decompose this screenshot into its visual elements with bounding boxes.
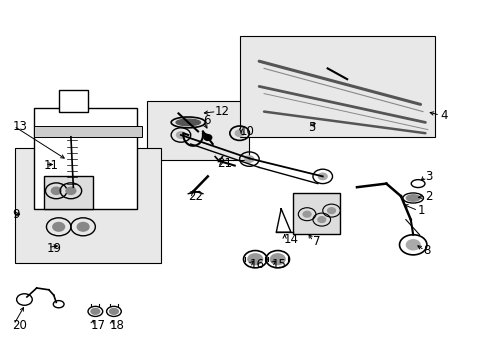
- Circle shape: [77, 222, 89, 231]
- Text: 6: 6: [203, 114, 210, 127]
- Circle shape: [176, 132, 185, 138]
- Circle shape: [303, 211, 310, 217]
- Text: 11: 11: [44, 159, 59, 172]
- Text: 14: 14: [283, 233, 298, 246]
- Ellipse shape: [91, 309, 100, 314]
- Circle shape: [406, 240, 419, 250]
- Circle shape: [66, 187, 76, 194]
- Circle shape: [317, 217, 325, 222]
- Text: 22: 22: [188, 190, 203, 203]
- Text: 3: 3: [425, 170, 432, 183]
- Text: 21: 21: [217, 157, 232, 170]
- Bar: [34, 126, 142, 137]
- Text: 16: 16: [249, 258, 264, 271]
- Circle shape: [244, 156, 253, 162]
- Text: 18: 18: [110, 319, 124, 332]
- Ellipse shape: [176, 119, 200, 126]
- Text: 8: 8: [422, 244, 429, 257]
- Bar: [59, 90, 88, 112]
- Bar: [34, 108, 137, 209]
- Text: 7: 7: [312, 235, 320, 248]
- Text: 5: 5: [307, 121, 315, 134]
- Ellipse shape: [109, 309, 118, 314]
- Text: 19: 19: [46, 242, 61, 255]
- Text: 1: 1: [417, 204, 425, 217]
- Text: 12: 12: [215, 105, 230, 118]
- Text: 20: 20: [12, 319, 27, 332]
- Text: 17: 17: [90, 319, 105, 332]
- Text: 13: 13: [12, 120, 27, 132]
- Bar: [15, 148, 161, 263]
- Ellipse shape: [270, 254, 285, 265]
- Bar: [146, 101, 249, 160]
- Circle shape: [318, 173, 326, 180]
- Bar: [44, 176, 93, 209]
- Bar: [293, 193, 339, 234]
- Ellipse shape: [406, 195, 419, 201]
- Circle shape: [203, 135, 211, 140]
- Ellipse shape: [247, 254, 262, 265]
- Circle shape: [235, 130, 244, 136]
- Circle shape: [51, 187, 61, 194]
- Text: 2: 2: [425, 190, 432, 203]
- Text: 9: 9: [12, 208, 20, 221]
- Text: 15: 15: [271, 258, 285, 271]
- Text: 10: 10: [239, 125, 254, 138]
- Bar: [239, 36, 434, 137]
- Text: 4: 4: [439, 109, 447, 122]
- Circle shape: [327, 208, 335, 213]
- Circle shape: [53, 222, 64, 231]
